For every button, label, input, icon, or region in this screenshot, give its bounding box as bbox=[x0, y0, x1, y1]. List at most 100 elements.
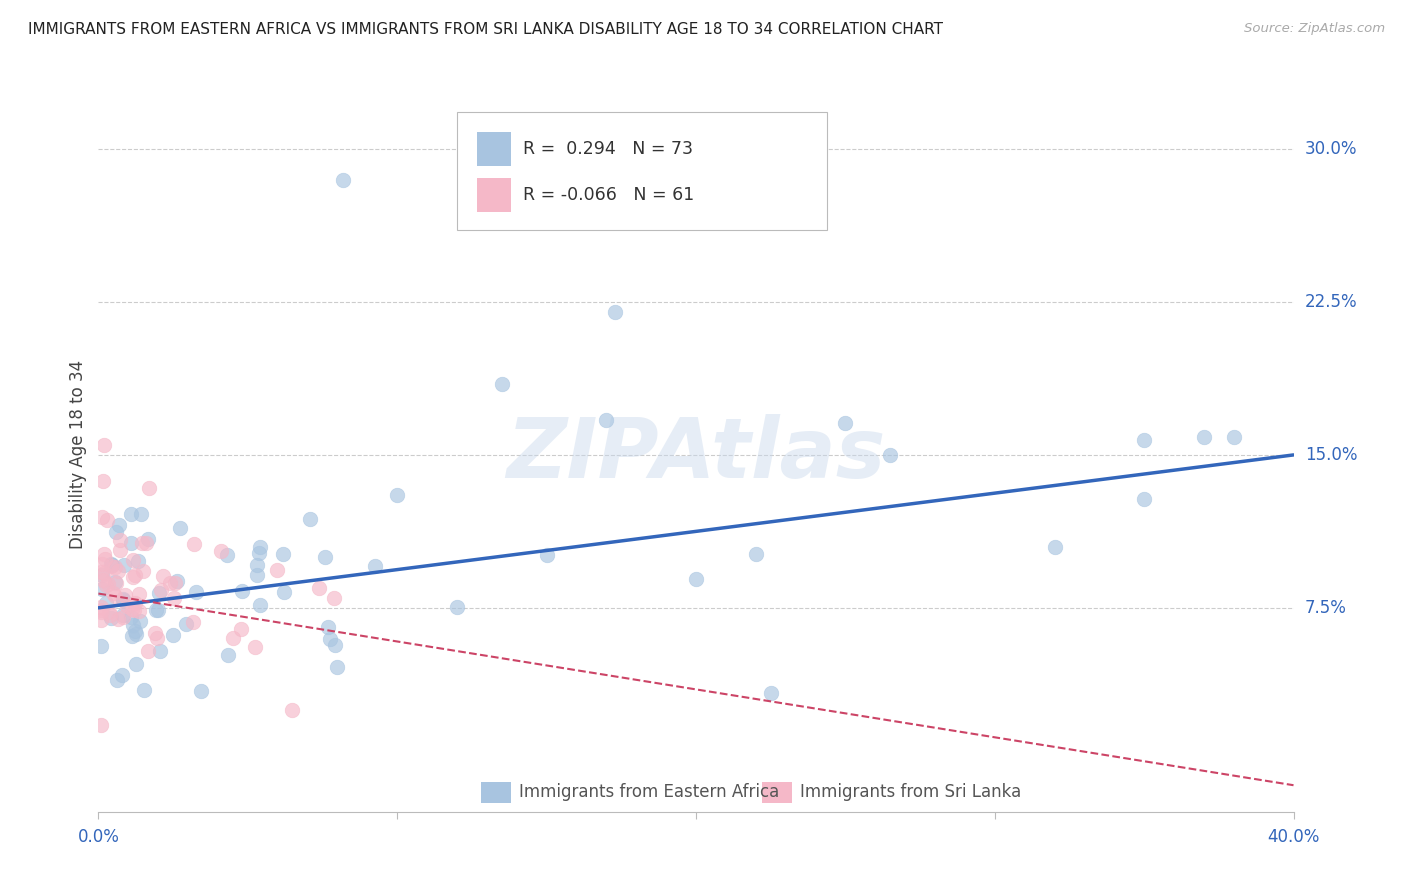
Point bbox=[166, 574, 188, 588]
Text: 15.0%: 15.0% bbox=[1305, 446, 1357, 464]
Point bbox=[246, 568, 269, 582]
Point bbox=[105, 673, 128, 687]
Point bbox=[121, 629, 143, 643]
Point bbox=[100, 557, 122, 571]
Point bbox=[124, 597, 146, 611]
Point bbox=[217, 648, 239, 663]
Point bbox=[111, 592, 134, 607]
Point bbox=[122, 552, 145, 566]
Point bbox=[90, 565, 112, 579]
Point bbox=[364, 558, 387, 573]
Point bbox=[124, 624, 146, 638]
Point bbox=[183, 537, 205, 551]
Point bbox=[128, 604, 150, 618]
Text: ZIPAtlas: ZIPAtlas bbox=[506, 415, 886, 495]
Point bbox=[98, 605, 121, 619]
Point bbox=[149, 582, 172, 597]
Point bbox=[98, 607, 121, 622]
Point bbox=[308, 581, 330, 595]
Point bbox=[135, 535, 157, 549]
Point bbox=[281, 703, 304, 717]
Point bbox=[129, 614, 152, 628]
Point bbox=[1223, 429, 1246, 443]
Point bbox=[100, 611, 122, 625]
Text: R = -0.066   N = 61: R = -0.066 N = 61 bbox=[523, 186, 695, 204]
FancyBboxPatch shape bbox=[477, 178, 510, 212]
Point bbox=[163, 591, 186, 606]
Point bbox=[125, 626, 148, 640]
Point bbox=[101, 558, 124, 572]
Point bbox=[131, 536, 153, 550]
Point bbox=[128, 587, 150, 601]
Point bbox=[159, 575, 181, 590]
Text: 30.0%: 30.0% bbox=[1305, 140, 1357, 158]
Point bbox=[90, 600, 112, 615]
Point bbox=[90, 613, 112, 627]
Point bbox=[121, 535, 143, 549]
Point bbox=[759, 686, 782, 700]
Text: 22.5%: 22.5% bbox=[1305, 293, 1357, 311]
Point bbox=[247, 546, 270, 560]
Point bbox=[298, 511, 321, 525]
Point bbox=[108, 533, 131, 547]
Point bbox=[121, 602, 143, 616]
Point bbox=[162, 628, 184, 642]
Point bbox=[122, 618, 145, 632]
Point bbox=[91, 475, 114, 489]
FancyBboxPatch shape bbox=[762, 781, 792, 803]
Point bbox=[107, 612, 129, 626]
Point bbox=[169, 521, 191, 535]
Text: Immigrants from Eastern Africa: Immigrants from Eastern Africa bbox=[519, 783, 779, 801]
Point bbox=[104, 589, 127, 603]
Point bbox=[316, 619, 339, 633]
Point bbox=[152, 569, 174, 583]
Point bbox=[322, 591, 344, 605]
Text: 0.0%: 0.0% bbox=[77, 828, 120, 846]
Point bbox=[385, 488, 409, 502]
Point bbox=[93, 547, 115, 561]
Text: 7.5%: 7.5% bbox=[1305, 599, 1347, 617]
Point bbox=[1192, 430, 1215, 444]
Point bbox=[745, 547, 768, 561]
Point bbox=[91, 509, 114, 524]
Point bbox=[112, 609, 135, 624]
Point bbox=[879, 448, 901, 462]
Point bbox=[93, 566, 115, 580]
Point bbox=[90, 718, 112, 732]
Y-axis label: Disability Age 18 to 34: Disability Age 18 to 34 bbox=[69, 360, 87, 549]
Point bbox=[266, 563, 288, 577]
Point bbox=[120, 507, 142, 521]
Point bbox=[108, 543, 131, 558]
Point bbox=[101, 586, 124, 600]
Point bbox=[120, 610, 142, 624]
Point bbox=[94, 596, 117, 610]
Point bbox=[165, 575, 187, 590]
Point bbox=[319, 632, 342, 646]
Point bbox=[1133, 491, 1156, 506]
Text: IMMIGRANTS FROM EASTERN AFRICA VS IMMIGRANTS FROM SRI LANKA DISABILITY AGE 18 TO: IMMIGRANTS FROM EASTERN AFRICA VS IMMIGR… bbox=[28, 22, 943, 37]
Point bbox=[146, 603, 169, 617]
Point bbox=[111, 668, 134, 682]
Point bbox=[112, 558, 135, 573]
Point bbox=[107, 518, 129, 533]
Text: R =  0.294   N = 73: R = 0.294 N = 73 bbox=[523, 140, 693, 158]
Point bbox=[122, 570, 145, 584]
Point bbox=[96, 513, 118, 527]
Point bbox=[112, 592, 135, 607]
Point bbox=[174, 616, 197, 631]
Point bbox=[90, 603, 112, 617]
FancyBboxPatch shape bbox=[477, 132, 510, 166]
Point bbox=[115, 599, 138, 613]
Point bbox=[491, 376, 513, 391]
Point bbox=[122, 602, 145, 616]
Point bbox=[245, 640, 267, 654]
Point bbox=[249, 541, 271, 555]
Point bbox=[90, 640, 112, 654]
Point bbox=[90, 605, 112, 619]
Point bbox=[229, 622, 252, 636]
Point bbox=[145, 603, 167, 617]
Point bbox=[127, 554, 149, 568]
Point bbox=[104, 524, 127, 539]
Point bbox=[134, 683, 156, 698]
Point bbox=[104, 576, 127, 591]
